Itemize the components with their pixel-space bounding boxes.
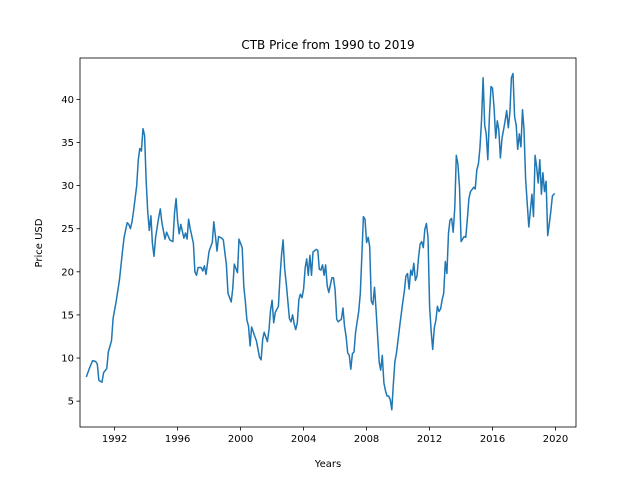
plot-area: 1992 1996 2000 2004 2008 2012 2016 2020 5 10 15 20 2… [61, 57, 577, 445]
x-tick-label-1992: 1992 [102, 434, 127, 445]
y-axis-label: Price USD [34, 218, 45, 267]
x-axis-label: Years [314, 459, 341, 470]
y-tick-label-20: 20 [61, 267, 74, 278]
chart-title: CTB Price from 1990 to 2019 [241, 38, 414, 52]
y-tick-label-35: 35 [61, 138, 74, 149]
x-tick-label-1996: 1996 [165, 434, 190, 445]
x-tick-label-2000: 2000 [228, 434, 253, 445]
y-tick-label-25: 25 [61, 224, 74, 235]
series-line-0 [85, 72, 556, 411]
y-tick-label-15: 15 [61, 310, 74, 321]
y-tick-label-5: 5 [68, 397, 74, 408]
x-tick-label-2008: 2008 [354, 434, 379, 445]
y-tick-label-40: 40 [61, 95, 74, 106]
x-tick-label-2012: 2012 [417, 434, 442, 445]
x-tick-label-2020: 2020 [543, 434, 568, 445]
x-tick-label-2004: 2004 [291, 434, 316, 445]
y-tick-label-10: 10 [61, 354, 74, 365]
y-tick-label-30: 30 [61, 181, 74, 192]
plot-frame [79, 57, 577, 428]
x-tick-label-2016: 2016 [480, 434, 505, 445]
